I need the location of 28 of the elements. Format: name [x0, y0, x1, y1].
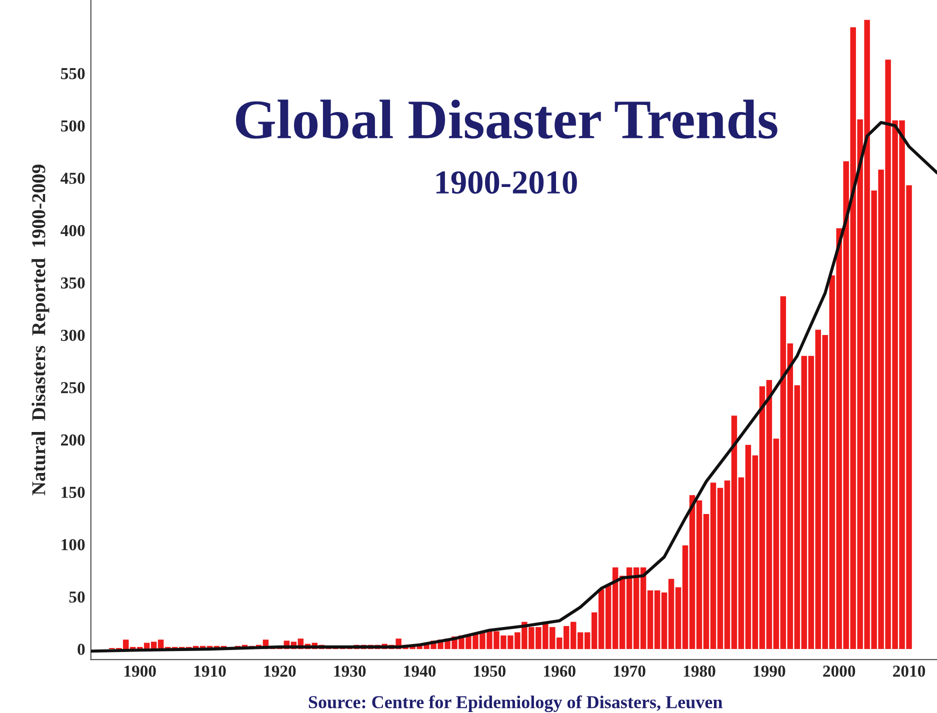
- y-tick-label: 100: [62, 539, 85, 550]
- x-tick-label: 1900: [124, 666, 156, 677]
- y-tick-label: 0: [78, 644, 85, 656]
- x-tick-label: 1920: [264, 666, 296, 677]
- x-tick-label: 1980: [684, 666, 716, 677]
- x-tick-label: 1990: [754, 666, 786, 677]
- x-tick-label: 1970: [614, 666, 646, 677]
- x-tick-label: 1940: [404, 666, 436, 677]
- y-tick-label: 350: [60, 277, 85, 289]
- y-tick-label: 500: [61, 120, 85, 132]
- y-tick-label: 50: [69, 591, 85, 603]
- y-tick-label: 150: [62, 486, 85, 498]
- text: 1900-2010: [436, 171, 577, 194]
- y-axis-title: Natural Disasters Reported 1900-2009: [32, 164, 50, 496]
- text: Global Disaster Trends: [236, 100, 778, 139]
- y-tick-label: 250: [61, 382, 85, 394]
- source-note: Source: Centre for Epidemiology of Disasters, Leuven: [308, 695, 722, 712]
- y-tick-label: 300: [60, 330, 85, 341]
- x-tick-label: 1950: [474, 666, 506, 677]
- y-tick-label: 450: [60, 172, 85, 184]
- y-tick-label: 400: [60, 225, 85, 236]
- x-tick-label: 1930: [334, 666, 366, 677]
- x-tick-label: 1960: [544, 666, 576, 677]
- x-tick-label: 1910: [194, 666, 226, 677]
- x-tick-label: 2000: [823, 666, 856, 677]
- y-tick-label: 550: [61, 68, 85, 80]
- y-tick-label: 200: [61, 434, 85, 446]
- x-tick-label: 2010: [893, 666, 926, 677]
